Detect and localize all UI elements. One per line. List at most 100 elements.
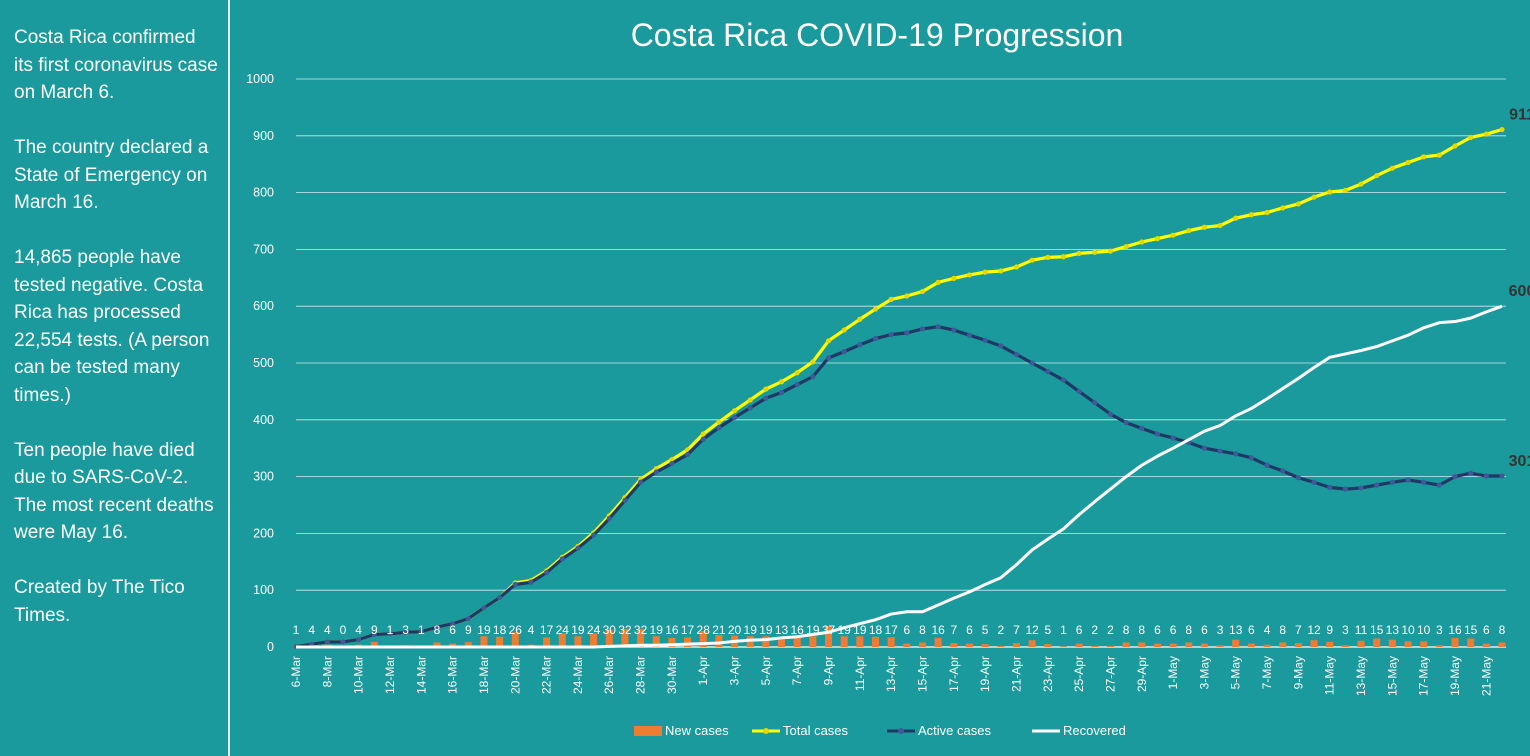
bar-value-label: 4 xyxy=(528,623,535,637)
series-point xyxy=(606,516,612,522)
bar-value-label: 16 xyxy=(931,623,945,637)
new-cases-bar xyxy=(1310,640,1318,647)
bar-value-label: 20 xyxy=(728,623,742,637)
series-point xyxy=(559,556,565,562)
bar-value-label: 13 xyxy=(1386,623,1400,637)
bar-value-label: 11 xyxy=(1355,623,1368,637)
series-point xyxy=(951,327,957,333)
bar-value-label: 6 xyxy=(1154,623,1161,637)
grid-lines xyxy=(296,78,1506,648)
new-cases-bar xyxy=(778,639,786,647)
new-cases-bar xyxy=(1294,643,1302,647)
new-cases-bar xyxy=(918,642,927,647)
bar-value-label: 10 xyxy=(1417,623,1431,637)
series-point xyxy=(1280,205,1286,211)
new-cases-bar xyxy=(1153,643,1161,647)
x-tick-label: 11-May xyxy=(1323,656,1337,695)
new-cases-bar xyxy=(433,642,441,647)
legend-marker xyxy=(763,728,769,734)
new-cases-bar xyxy=(1357,640,1365,647)
legend: New cases Total cases Active cases Recovere… xyxy=(634,723,1126,738)
bar-value-label: 4 xyxy=(1264,623,1271,637)
series-point xyxy=(1264,462,1270,468)
series-line xyxy=(295,128,1503,649)
series-point xyxy=(450,621,456,627)
new-cases-bar xyxy=(574,636,582,647)
series-point xyxy=(1405,477,1411,483)
series-point xyxy=(1358,485,1364,491)
new-cases-bar xyxy=(871,636,880,647)
series-point xyxy=(700,436,706,442)
new-cases-bar xyxy=(1373,638,1381,647)
series-point xyxy=(935,279,941,285)
y-tick-label: 600 xyxy=(253,299,274,313)
new-cases-bar xyxy=(1044,644,1052,647)
new-cases-bar xyxy=(590,633,598,647)
bar-value-label: 19 xyxy=(853,623,867,637)
new-cases-bar xyxy=(1467,638,1475,647)
new-cases-bar xyxy=(605,629,613,647)
series-point xyxy=(1233,451,1239,457)
series-point xyxy=(982,337,988,343)
series-point xyxy=(528,579,534,585)
new-cases-bar xyxy=(903,643,911,647)
x-tick-label: 5-May xyxy=(1229,656,1243,689)
new-cases-bar xyxy=(699,631,707,647)
x-tick-label: 21-Apr xyxy=(1009,656,1023,692)
new-cases-bar xyxy=(1388,639,1396,647)
x-tick-label: 19-Apr xyxy=(978,656,992,692)
series-point xyxy=(935,324,941,330)
series-point xyxy=(919,326,926,332)
x-tick-label: 16-Mar xyxy=(446,656,460,694)
new-cases-bar xyxy=(1138,642,1146,647)
series-point xyxy=(1468,134,1474,141)
x-tick-label: 11-Apr xyxy=(853,656,867,691)
series-point xyxy=(1013,264,1020,270)
bar-value-label: 15 xyxy=(1370,623,1384,637)
bar-value-label: 24 xyxy=(556,623,570,637)
series-point xyxy=(794,370,800,376)
x-tick-label: 1-May xyxy=(1166,656,1180,689)
x-tick-label: 3-Apr xyxy=(728,656,742,685)
x-tick-label: 30-Mar xyxy=(665,656,679,694)
bar-value-label: 6 xyxy=(449,623,456,637)
x-tick-label: 3-May xyxy=(1197,656,1211,689)
x-tick-label: 19-May xyxy=(1448,656,1462,696)
bar-value-label: 28 xyxy=(697,623,711,637)
new-cases-bar xyxy=(496,636,504,647)
series-point xyxy=(512,581,518,588)
new-cases-bars xyxy=(292,625,1506,647)
series-point xyxy=(700,431,706,437)
series-point xyxy=(1029,257,1035,263)
series-point xyxy=(1123,243,1129,250)
series-point xyxy=(1076,388,1082,394)
credit-note: Created by The Tico Times. xyxy=(14,577,185,626)
bar-value-label: 37 xyxy=(822,623,836,637)
new-cases-bar xyxy=(840,636,848,647)
new-cases-bar xyxy=(668,637,676,647)
series-point xyxy=(1374,482,1380,488)
bar-value-label: 6 xyxy=(966,623,973,637)
new-cases-bar xyxy=(1012,643,1020,647)
x-tick-label: 17-Apr xyxy=(947,656,961,692)
bar-value-label: 26 xyxy=(509,623,523,637)
new-cases-bar xyxy=(543,637,551,647)
series-point xyxy=(1483,131,1489,137)
new-cases-bar xyxy=(1435,645,1443,647)
x-tick-label: 28-Mar xyxy=(634,656,648,694)
new-cases-bar xyxy=(1075,643,1083,647)
series-point xyxy=(1107,248,1114,254)
bar-value-label: 6 xyxy=(1483,623,1490,637)
series-point xyxy=(904,293,910,299)
bar-value-label: 8 xyxy=(1123,623,1130,637)
x-tick-label: 1-Apr xyxy=(696,656,710,685)
series-point xyxy=(1233,215,1239,221)
bar-value-label: 3 xyxy=(1342,623,1349,637)
y-tick-label: 1000 xyxy=(246,72,274,86)
series-point xyxy=(1013,351,1020,358)
series-point xyxy=(684,451,691,458)
new-cases-bar xyxy=(965,643,974,647)
y-axis: 0 100 200 300 400 500 600 700 800 900 1000 xyxy=(246,72,274,654)
series-point xyxy=(669,456,675,463)
x-tick-label: 17-May xyxy=(1417,656,1431,696)
